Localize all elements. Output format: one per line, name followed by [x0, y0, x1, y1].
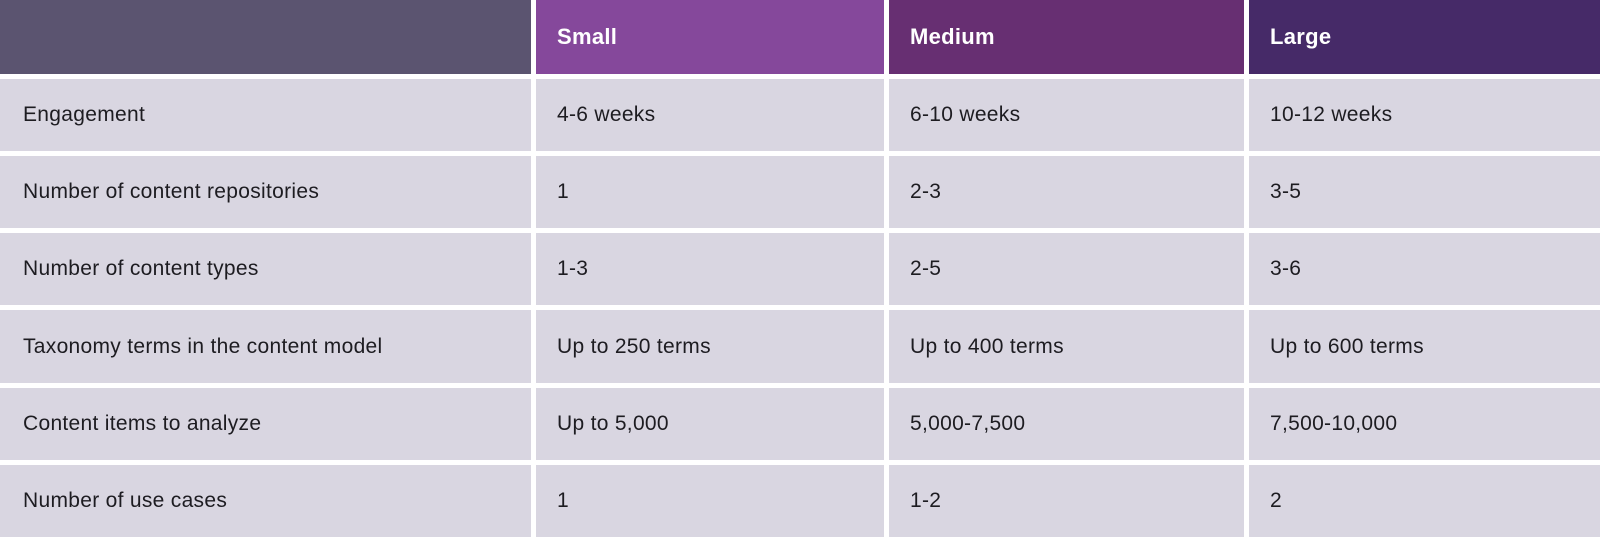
table-cell: 3-5 — [1249, 156, 1600, 229]
row-label: Number of content repositories — [0, 156, 531, 229]
table-cell: 2-3 — [889, 156, 1244, 229]
table-cell: 6-10 weeks — [889, 79, 1244, 152]
row-label: Taxonomy terms in the content model — [0, 310, 531, 383]
table-cell: 2 — [1249, 464, 1600, 537]
row-label: Content items to analyze — [0, 387, 531, 460]
table-cell: Up to 250 terms — [536, 310, 884, 383]
table-cell: Up to 5,000 — [536, 387, 884, 460]
table-cell: 7,500-10,000 — [1249, 387, 1600, 460]
table-cell: 3-6 — [1249, 233, 1600, 306]
table-cell: 1-3 — [536, 233, 884, 306]
table-cell: 5,000-7,500 — [889, 387, 1244, 460]
header-cell-large: Large — [1249, 0, 1600, 74]
table-cell: 1-2 — [889, 464, 1244, 537]
table-cell: 4-6 weeks — [536, 79, 884, 152]
table-cell: 2-5 — [889, 233, 1244, 306]
table-cell: Up to 600 terms — [1249, 310, 1600, 383]
table-cell: 10-12 weeks — [1249, 79, 1600, 152]
table-cell: 1 — [536, 464, 884, 537]
header-cell-blank — [0, 0, 531, 74]
row-label: Engagement — [0, 79, 531, 152]
table-cell: Up to 400 terms — [889, 310, 1244, 383]
row-label: Number of use cases — [0, 464, 531, 537]
row-label: Number of content types — [0, 233, 531, 306]
table-cell: 1 — [536, 156, 884, 229]
header-cell-medium: Medium — [889, 0, 1244, 74]
header-cell-small: Small — [536, 0, 884, 74]
